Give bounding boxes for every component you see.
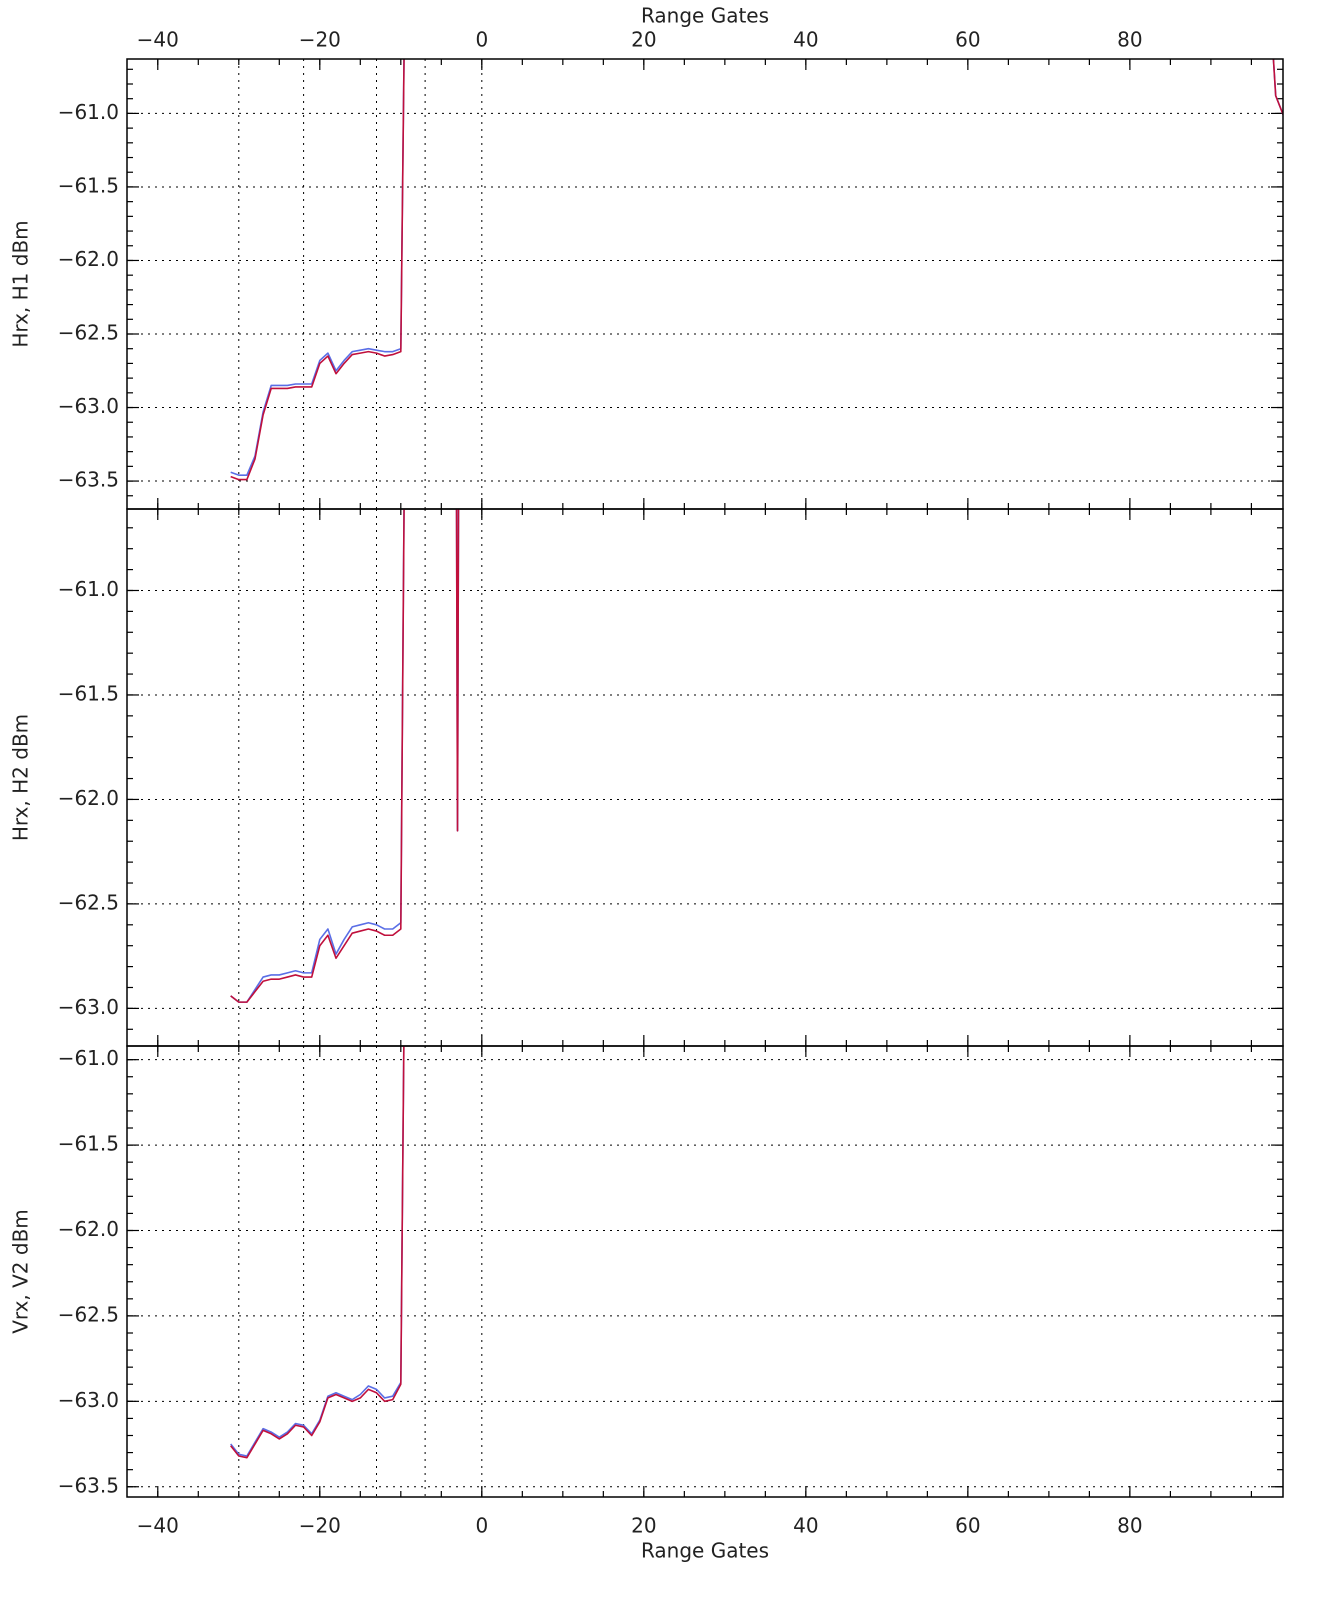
y-tick-label: −62.5 <box>58 1302 119 1326</box>
plot-frame <box>126 1045 1284 1498</box>
y-tick-label: −61.5 <box>58 681 119 705</box>
x-tick-label: 60 <box>955 28 980 52</box>
x-axis-title: Range Gates <box>641 1539 769 1563</box>
y-tick-label: −62.0 <box>58 247 119 271</box>
y-tick-label: −63.0 <box>58 394 119 418</box>
x-tick-label: −40 <box>137 28 179 52</box>
y-tick-label: −63.0 <box>58 995 119 1019</box>
y-tick-label: −61.0 <box>58 1046 119 1070</box>
x-tick-label: −40 <box>137 1514 179 1538</box>
x-tick-label: 20 <box>631 28 656 52</box>
x-axis-title: Range Gates <box>641 4 769 28</box>
x-tick-label: 20 <box>631 1514 656 1538</box>
x-tick-label: −20 <box>299 1514 341 1538</box>
y-tick-label: −61.5 <box>58 1132 119 1156</box>
x-tick-label: −20 <box>299 28 341 52</box>
series-line <box>230 1046 405 1459</box>
plot-frame <box>126 58 1284 510</box>
x-tick-label: 40 <box>793 1514 818 1538</box>
x-tick-label: 0 <box>475 28 488 52</box>
y-axis-title: Vrx, V2 dBm <box>9 1209 33 1334</box>
y-tick-label: −63.5 <box>58 468 119 492</box>
series-line <box>230 1046 405 1457</box>
x-tick-label: 80 <box>1117 28 1142 52</box>
series-line <box>230 59 1283 476</box>
y-axis-title: Hrx, H1 dBm <box>9 220 33 347</box>
y-tick-label: −62.0 <box>58 786 119 810</box>
x-tick-label: 80 <box>1117 1514 1142 1538</box>
series-line <box>230 509 460 1003</box>
y-tick-label: −61.0 <box>58 577 119 601</box>
y-tick-label: −62.5 <box>58 321 119 345</box>
x-tick-label: 0 <box>475 1514 488 1538</box>
series-line <box>230 509 460 1003</box>
x-tick-label: 60 <box>955 1514 980 1538</box>
y-tick-label: −62.0 <box>58 1217 119 1241</box>
series-line <box>230 59 1283 481</box>
plot-frame <box>126 508 1284 1047</box>
y-tick-label: −61.0 <box>58 100 119 124</box>
y-tick-label: −63.0 <box>58 1388 119 1412</box>
x-tick-label: 40 <box>793 28 818 52</box>
y-tick-label: −63.5 <box>58 1473 119 1497</box>
y-axis-title: Hrx, H2 dBm <box>9 714 33 841</box>
y-tick-label: −61.5 <box>58 173 119 197</box>
y-tick-label: −62.5 <box>58 890 119 914</box>
